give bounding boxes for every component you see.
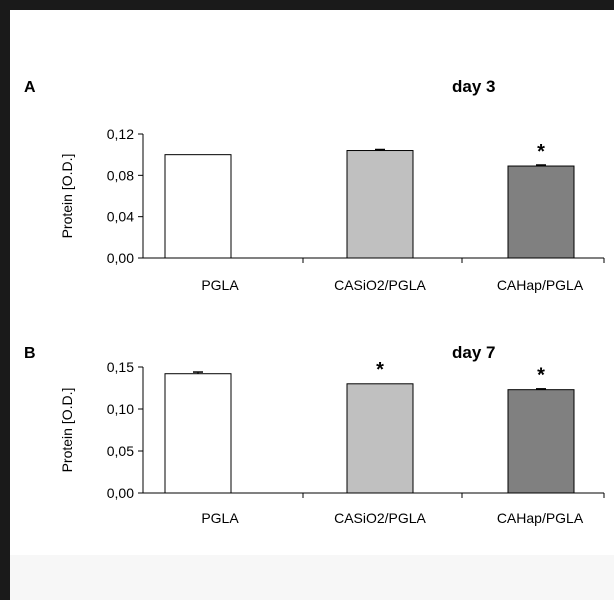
- significance-marker: *: [537, 141, 545, 163]
- y-tick-label: 0,00: [107, 250, 134, 266]
- bar-casio2-pgla: [346, 383, 414, 494]
- category-label: PGLA: [201, 277, 239, 293]
- y-tick-label: 0,08: [107, 167, 134, 183]
- bar-casio2-pgla: [346, 150, 414, 259]
- panel-letter: A: [24, 79, 36, 96]
- bar-pgla: [164, 154, 232, 259]
- panel-title: day 7: [452, 343, 495, 362]
- y-tick-label: 0,15: [107, 359, 134, 375]
- chart-panel-b: B day 7 0,00 0,05 0,10 0,15 Protein [O.D.] PG…: [24, 343, 605, 526]
- panel-letter: B: [24, 345, 36, 362]
- y-tick-label: 0,04: [107, 209, 134, 225]
- bar-cahap-pgla: [507, 389, 575, 494]
- figure-frame: A day 3 0,00 0,04 0,08 0,12 Protein [O.D.] PG…: [10, 10, 614, 600]
- y-tick-label: 0,10: [107, 401, 134, 417]
- category-label: CAHap/PGLA: [497, 277, 584, 293]
- y-tick-label: 0,05: [107, 443, 134, 459]
- category-label: CASiO2/PGLA: [334, 510, 426, 526]
- bar-charts: A day 3 0,00 0,04 0,08 0,12 Protein [O.D.] PG…: [24, 77, 605, 526]
- bar-cahap-pgla: [507, 165, 575, 259]
- y-tick-label: 0,12: [107, 126, 134, 142]
- category-label: CASiO2/PGLA: [334, 277, 426, 293]
- y-axis-label: Protein [O.D.]: [59, 388, 75, 473]
- figure-lower-band: [10, 555, 614, 600]
- panel-title: day 3: [452, 77, 495, 96]
- y-tick-label: 0,00: [107, 485, 134, 501]
- chart-panel-a: A day 3 0,00 0,04 0,08 0,12 Protein [O.D.] PG…: [24, 77, 605, 293]
- bar-pgla: [164, 373, 232, 494]
- significance-marker: *: [537, 365, 545, 387]
- category-label: PGLA: [201, 510, 239, 526]
- y-axis-label: Protein [O.D.]: [59, 154, 75, 239]
- category-label: CAHap/PGLA: [497, 510, 584, 526]
- significance-marker: *: [376, 359, 384, 381]
